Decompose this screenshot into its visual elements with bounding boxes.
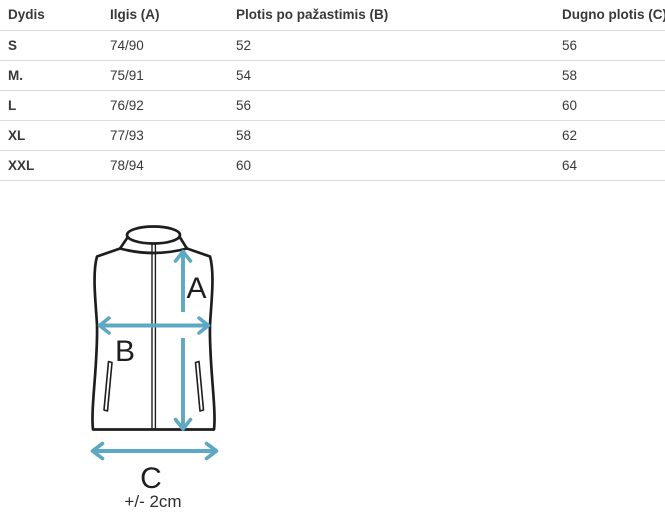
collar-opening <box>125 225 182 245</box>
table-header-row: Dydis Ilgis (A) Plotis po pažastimis (B)… <box>0 0 665 31</box>
cell-length: 75/91 <box>110 68 144 83</box>
pocket-right <box>194 360 205 412</box>
table-row: M. 75/91 54 58 <box>0 61 665 91</box>
vest-outline <box>91 247 216 431</box>
header-chest: Plotis po pažastimis (B) <box>236 8 389 22</box>
label-c: C <box>140 462 162 495</box>
cell-bottom: 60 <box>562 98 578 113</box>
vest-measurement-diagram: A B C +/- 2cm <box>58 212 268 518</box>
collar-side-right <box>178 236 189 250</box>
table-row: XXL 78/94 60 64 <box>0 151 665 181</box>
cell-length: 77/93 <box>110 128 144 143</box>
collar-side-left <box>118 236 129 250</box>
arrow-b-chest <box>97 316 211 335</box>
cell-chest: 54 <box>236 68 252 83</box>
cell-chest: 60 <box>236 158 252 173</box>
cell-chest: 58 <box>236 128 252 143</box>
header-size: Dydis <box>8 8 45 22</box>
cell-bottom: 56 <box>562 38 578 53</box>
label-a: A <box>186 272 206 305</box>
header-length: Ilgis (A) <box>110 8 160 22</box>
arrow-c-bottom <box>90 441 219 461</box>
cell-bottom: 58 <box>562 68 578 83</box>
table-row: L 76/92 56 60 <box>0 91 665 121</box>
label-b: B <box>115 335 135 368</box>
cell-bottom: 62 <box>562 128 578 143</box>
header-bottom: Dugno plotis (C) <box>562 8 665 22</box>
cell-bottom: 64 <box>562 158 578 173</box>
cell-chest: 56 <box>236 98 252 113</box>
cell-size: M. <box>8 68 23 83</box>
cell-length: 78/94 <box>110 158 144 173</box>
cell-size: S <box>8 38 18 53</box>
pocket-left <box>103 360 113 412</box>
arrow-a-length <box>173 249 193 431</box>
table-row: S 74/90 52 56 <box>0 31 665 61</box>
cell-size: XL <box>8 128 26 143</box>
cell-chest: 52 <box>236 38 252 53</box>
tolerance-note: +/- 2cm <box>124 492 181 511</box>
size-table: Dydis Ilgis (A) Plotis po pažastimis (B)… <box>0 0 665 181</box>
cell-size: XXL <box>8 158 35 173</box>
table-row: XL 77/93 58 62 <box>0 121 665 151</box>
cell-length: 76/92 <box>110 98 144 113</box>
cell-size: L <box>8 98 17 113</box>
cell-length: 74/90 <box>110 38 144 53</box>
collar-base <box>118 247 189 255</box>
